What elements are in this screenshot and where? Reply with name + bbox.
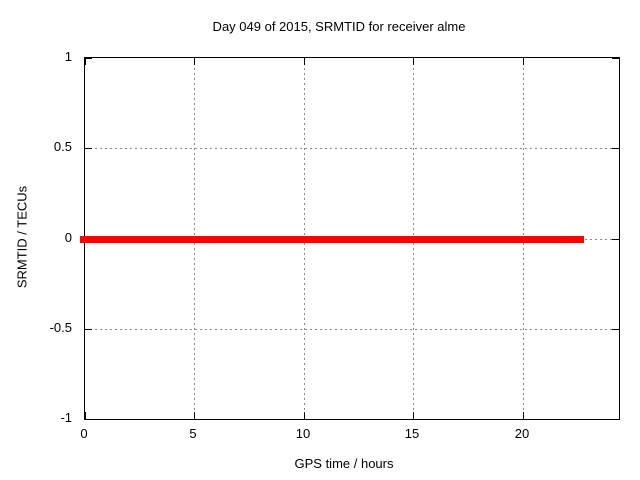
y-tick-mark xyxy=(612,148,619,149)
y-tick-label: -1 xyxy=(60,410,72,425)
x-axis-label: GPS time / hours xyxy=(294,456,394,471)
x-tick-mark xyxy=(413,412,414,419)
chart-title: Day 049 of 2015, SRMTID for receiver alm… xyxy=(212,19,466,34)
x-tick-mark xyxy=(194,58,195,65)
x-tick-mark xyxy=(523,412,524,419)
x-tick-label: 5 xyxy=(189,426,197,441)
y-tick-label: 1 xyxy=(64,49,72,64)
x-tick-mark xyxy=(194,412,195,419)
y-tick-mark xyxy=(85,58,92,59)
x-tick-mark xyxy=(85,58,86,65)
y-tick-mark xyxy=(85,419,92,420)
y-tick-label: 0.5 xyxy=(53,139,72,154)
plot-area xyxy=(80,57,620,420)
y-gridline xyxy=(85,329,619,330)
y-tick-label: 0 xyxy=(64,230,72,245)
x-tick-mark xyxy=(85,412,86,419)
x-tick-mark xyxy=(304,412,305,419)
data-series-line xyxy=(80,236,584,243)
x-tick-label: 0 xyxy=(80,426,88,441)
y-tick-mark xyxy=(85,329,92,330)
x-tick-label: 20 xyxy=(514,426,530,441)
y-tick-mark xyxy=(612,329,619,330)
x-tick-label: 15 xyxy=(404,426,420,441)
y-tick-mark xyxy=(612,58,619,59)
y-tick-mark xyxy=(612,419,619,420)
x-tick-mark xyxy=(413,58,414,65)
x-tick-mark xyxy=(304,58,305,65)
y-gridline xyxy=(85,148,619,149)
y-tick-label: -0.5 xyxy=(49,320,72,335)
y-tick-mark xyxy=(612,239,619,240)
x-tick-label: 10 xyxy=(295,426,311,441)
x-tick-mark xyxy=(523,58,524,65)
y-tick-mark xyxy=(85,148,92,149)
